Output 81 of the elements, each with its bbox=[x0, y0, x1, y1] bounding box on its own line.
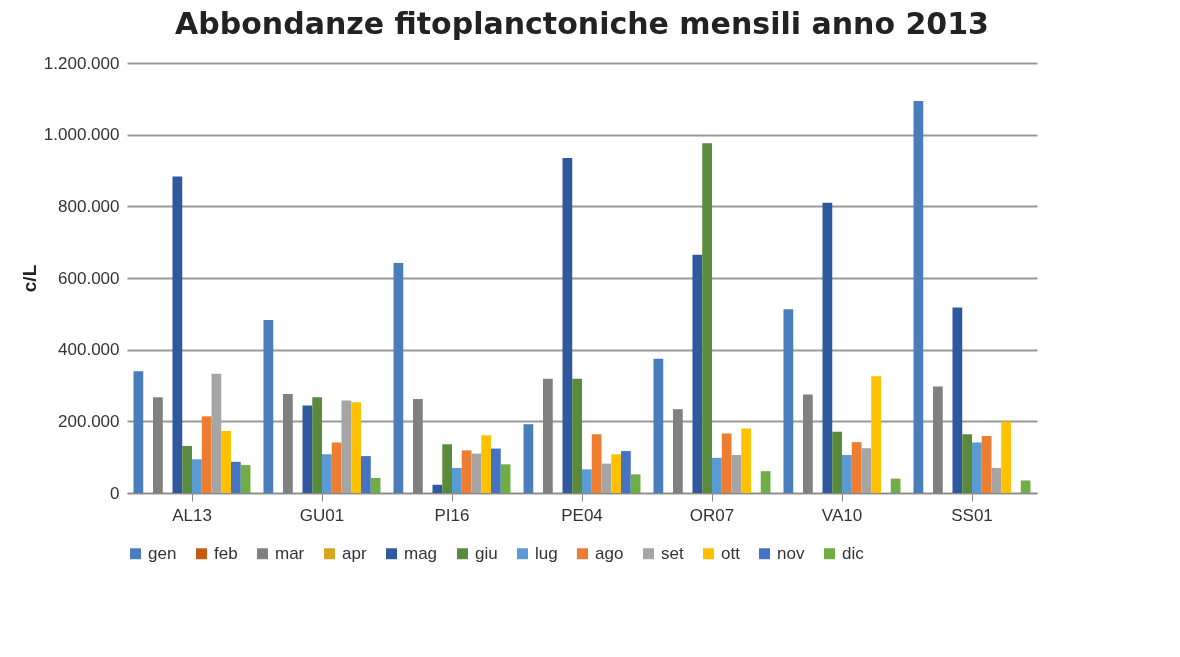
legend-label: mag bbox=[404, 543, 438, 563]
legend-label: lug bbox=[535, 543, 558, 563]
legend-label: apr bbox=[342, 543, 367, 563]
bar bbox=[461, 450, 472, 493]
bar bbox=[981, 436, 992, 493]
bar bbox=[322, 454, 332, 493]
bar bbox=[851, 442, 862, 493]
y-tick-label: 200.000 bbox=[58, 411, 120, 431]
bar bbox=[221, 431, 231, 493]
bar bbox=[621, 451, 631, 493]
bar bbox=[500, 464, 511, 493]
y-tick-label: 1.200.000 bbox=[43, 53, 120, 73]
x-tick-label: AL13 bbox=[172, 505, 212, 525]
bar bbox=[760, 471, 771, 493]
bar bbox=[653, 358, 664, 493]
bar bbox=[572, 378, 582, 493]
bar bbox=[393, 262, 404, 493]
bar bbox=[591, 434, 602, 493]
bar bbox=[263, 319, 274, 493]
bar bbox=[133, 371, 144, 493]
bar bbox=[240, 465, 251, 493]
legend-label: nov bbox=[777, 543, 805, 563]
bar bbox=[783, 309, 794, 493]
legend-label: dic bbox=[842, 543, 865, 563]
bar bbox=[890, 478, 901, 493]
legend-label: feb bbox=[214, 543, 238, 563]
bar bbox=[231, 461, 241, 493]
bar bbox=[822, 202, 833, 493]
bar bbox=[702, 143, 712, 493]
bar bbox=[201, 416, 212, 493]
y-axis-title: c/L bbox=[18, 264, 40, 293]
y-tick-label: 800.000 bbox=[58, 196, 120, 216]
bar bbox=[712, 457, 722, 493]
bar bbox=[871, 376, 881, 493]
bar bbox=[562, 157, 573, 493]
bar bbox=[832, 431, 842, 493]
bar bbox=[432, 484, 443, 493]
bar bbox=[172, 176, 183, 493]
bar bbox=[721, 433, 732, 493]
x-tick-label: GU01 bbox=[299, 505, 345, 525]
bar bbox=[312, 397, 322, 493]
bar bbox=[1001, 421, 1011, 493]
y-tick-label: 0 bbox=[110, 483, 120, 503]
bar bbox=[582, 469, 592, 493]
bar bbox=[370, 477, 381, 493]
x-tick-label: PI16 bbox=[434, 505, 470, 525]
legend-label: set bbox=[661, 543, 684, 563]
bar bbox=[972, 442, 982, 493]
bar bbox=[361, 456, 371, 493]
bar bbox=[523, 424, 534, 493]
x-tick-label: SS01 bbox=[951, 505, 993, 525]
bar bbox=[442, 444, 452, 493]
legend-label: gen bbox=[148, 543, 177, 563]
legend-label: ott bbox=[721, 543, 741, 563]
legend-label: giu bbox=[475, 543, 498, 563]
y-tick-label: 400.000 bbox=[58, 340, 120, 360]
chart-title: Abbondanze fitoplanctoniche mensili anno 2013 bbox=[175, 6, 989, 41]
bar bbox=[611, 454, 621, 493]
bar bbox=[741, 428, 751, 493]
bar bbox=[952, 307, 963, 493]
bar bbox=[452, 467, 462, 493]
bar bbox=[692, 254, 703, 493]
bar bbox=[192, 459, 202, 493]
bar bbox=[491, 448, 501, 493]
bar bbox=[913, 100, 924, 493]
bar bbox=[842, 455, 852, 493]
x-tick-label: PE04 bbox=[561, 505, 603, 525]
y-tick-label: 1.000.000 bbox=[43, 125, 120, 145]
bar bbox=[630, 474, 641, 493]
bar bbox=[1020, 480, 1031, 493]
bar bbox=[962, 434, 972, 493]
x-tick-label: OR07 bbox=[689, 505, 735, 525]
legend-label: ago bbox=[595, 543, 624, 563]
legend-label: mar bbox=[275, 543, 305, 563]
bar bbox=[331, 442, 342, 493]
y-tick-label: 600.000 bbox=[58, 268, 120, 288]
bar bbox=[182, 446, 192, 493]
bar bbox=[481, 435, 491, 493]
x-tick-label: VA10 bbox=[821, 505, 863, 525]
bar bbox=[302, 405, 313, 493]
bar bbox=[351, 402, 361, 493]
